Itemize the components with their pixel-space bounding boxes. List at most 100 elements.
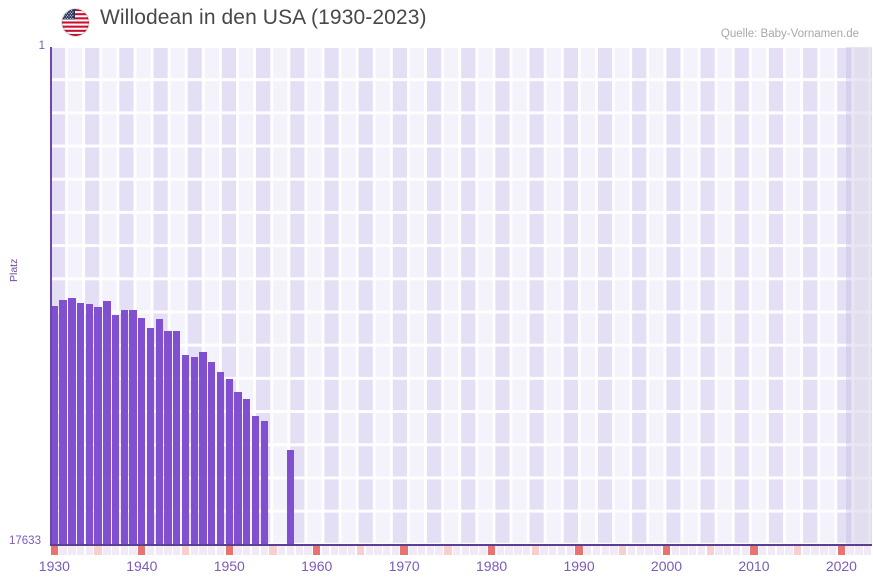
x-tick-minor [619, 546, 627, 555]
y-axis-title: Platz [8, 258, 20, 282]
x-tick-faint [549, 546, 557, 555]
x-tick-faint [452, 546, 461, 555]
bar [181, 354, 190, 545]
x-axis-tick-label: 1960 [301, 558, 333, 574]
x-tick-faint [365, 546, 373, 555]
bar [103, 300, 111, 545]
x-tick-faint [776, 546, 784, 555]
x-tick-faint [68, 546, 76, 555]
bar [120, 309, 128, 545]
x-axis-tick-label: 1950 [213, 558, 245, 574]
x-tick-major [487, 546, 496, 555]
x-tick-faint [103, 546, 111, 555]
x-tick-faint [820, 546, 828, 555]
x-tick-faint [610, 546, 618, 555]
x-axis-tick-label: 1990 [563, 558, 595, 574]
x-tick-major [662, 546, 671, 555]
bar [190, 356, 198, 545]
x-tick-faint [286, 546, 295, 555]
bar [208, 361, 216, 545]
x-tick-faint [146, 546, 155, 555]
us-flag-icon [62, 9, 89, 36]
x-axis-tick-label: 2010 [738, 558, 770, 574]
x-tick-faint [295, 546, 303, 555]
x-tick-faint [697, 546, 706, 555]
bar [251, 415, 260, 545]
x-axis-tick-label: 1980 [476, 558, 508, 574]
x-tick-minor [706, 546, 714, 555]
plot-area [50, 47, 872, 545]
x-tick-faint [627, 546, 636, 555]
x-tick-faint [321, 546, 330, 555]
x-tick-faint [767, 546, 776, 555]
x-tick-minor [444, 546, 452, 555]
x-tick-faint [724, 546, 732, 555]
x-tick-faint [208, 546, 216, 555]
y-axis-line [50, 47, 52, 545]
x-tick-faint [199, 546, 207, 555]
x-tick-faint [173, 546, 181, 555]
x-axis-line [50, 544, 872, 546]
x-tick-faint [732, 546, 741, 555]
x-tick-faint [654, 546, 662, 555]
x-tick-faint [828, 546, 837, 555]
x-tick-faint [592, 546, 601, 555]
page-title: Willodean in den USA (1930-2023) [100, 6, 427, 29]
x-tick-faint [741, 546, 749, 555]
x-tick-minor [793, 546, 802, 555]
bar [225, 378, 233, 545]
x-tick-faint [243, 546, 251, 555]
x-axis-tick-label: 1940 [126, 558, 158, 574]
bar [260, 420, 268, 545]
bar [243, 398, 251, 545]
x-tick-faint [348, 546, 356, 555]
x-tick-faint [584, 546, 592, 555]
x-axis-labels: 1930 1940 1950 1960 1970 1980 1990 2000 2010 2020 [0, 558, 873, 582]
x-tick-major [837, 546, 846, 555]
x-tick-faint [863, 546, 872, 555]
x-tick-faint [216, 546, 225, 555]
x-tick-minor [269, 546, 277, 555]
y-axis-label-top: 1 [38, 40, 45, 52]
bar [234, 391, 242, 545]
bar [173, 331, 181, 545]
x-tick-faint [566, 546, 574, 555]
x-tick-faint [190, 546, 198, 555]
chart-header: Willodean in den USA (1930-2023) Quelle:… [0, 0, 873, 44]
x-tick-major [313, 546, 321, 555]
x-tick-faint [426, 546, 435, 555]
x-tick-faint [636, 546, 644, 555]
x-tick-faint [855, 546, 863, 555]
bar [59, 300, 67, 545]
x-tick-faint [59, 546, 67, 555]
bar [76, 303, 85, 545]
x-axis-tick-row [50, 546, 872, 555]
x-tick-faint [164, 546, 172, 555]
x-tick-faint [374, 546, 382, 555]
bar [85, 304, 94, 545]
x-tick-faint [260, 546, 268, 555]
x-axis-tick-label: 1970 [388, 558, 420, 574]
x-tick-faint [601, 546, 609, 555]
x-tick-major [50, 546, 59, 555]
x-tick-faint [811, 546, 819, 555]
bar [111, 314, 120, 545]
x-tick-faint [129, 546, 137, 555]
bar [155, 318, 163, 545]
bar [138, 317, 146, 545]
bar [216, 371, 225, 545]
x-tick-faint [461, 546, 470, 555]
x-tick-faint [339, 546, 347, 555]
x-tick-faint [382, 546, 391, 555]
bar [129, 309, 137, 545]
x-axis-tick-label: 2020 [825, 558, 857, 574]
x-tick-faint [417, 546, 426, 555]
x-tick-major [400, 546, 408, 555]
x-tick-faint [330, 546, 338, 555]
x-tick-faint [680, 546, 688, 555]
x-tick-faint [391, 546, 400, 555]
x-tick-faint [251, 546, 260, 555]
x-tick-faint [278, 546, 286, 555]
x-tick-faint [470, 546, 478, 555]
bar [146, 328, 155, 545]
